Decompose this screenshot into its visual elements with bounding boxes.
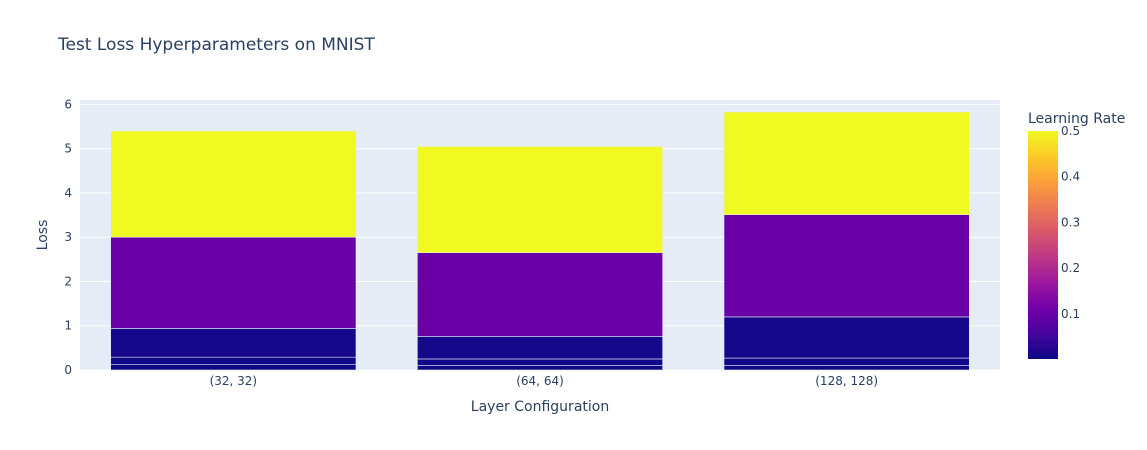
- x-tick-label: (128, 128): [815, 374, 878, 388]
- bar-segment: [417, 365, 663, 371]
- y-tick-label: 2: [64, 274, 72, 288]
- colorbar-ticks: 0.1 0.2 0.3 0.4 0.5: [1061, 124, 1080, 321]
- bar-segment: [723, 357, 970, 366]
- bar-segment: [723, 111, 970, 215]
- x-tick-labels: (32, 32) (64, 64) (128, 128): [210, 374, 879, 388]
- x-tick-label: (64, 64): [516, 374, 564, 388]
- bar-segment: [110, 130, 357, 238]
- y-axis-title: Loss: [35, 220, 51, 251]
- bar-segment: [110, 328, 357, 358]
- colorbar-tick-label: 0.5: [1061, 124, 1080, 138]
- bars: [110, 111, 970, 371]
- y-tick-label: 6: [64, 97, 72, 111]
- x-tick-label: (32, 32): [210, 374, 258, 388]
- colorbar: Learning Rate 0.1 0.2 0.3 0.4 0.5: [1028, 111, 1125, 359]
- y-tick-label: 3: [64, 230, 72, 244]
- colorbar-tick-label: 0.4: [1061, 170, 1080, 184]
- bar-segment: [417, 358, 663, 366]
- y-tick-labels: 0 1 2 3 4 5 6: [64, 97, 72, 377]
- bar-segment: [723, 214, 970, 318]
- bar-segment: [110, 236, 357, 329]
- bar-segment: [417, 252, 663, 337]
- colorbar-title: Learning Rate: [1028, 111, 1125, 127]
- bar-segment: [723, 316, 970, 359]
- bar-segment: [417, 336, 663, 360]
- colorbar-tick-label: 0.3: [1061, 215, 1080, 229]
- bar-segment: [110, 364, 357, 371]
- y-tick-label: 4: [64, 186, 72, 200]
- bar-segment: [110, 356, 357, 365]
- y-tick-label: 1: [64, 319, 72, 333]
- y-tick-label: 0: [64, 363, 72, 377]
- colorbar-tick-label: 0.2: [1061, 261, 1080, 275]
- colorbar-tick-label: 0.1: [1061, 307, 1080, 321]
- x-axis-title: Layer Configuration: [471, 399, 609, 415]
- bar-segment: [417, 146, 663, 254]
- chart-title: Test Loss Hyperparameters on MNIST: [57, 35, 375, 55]
- bar-segment: [723, 365, 970, 371]
- y-tick-label: 5: [64, 142, 72, 156]
- colorbar-gradient: [1028, 131, 1058, 359]
